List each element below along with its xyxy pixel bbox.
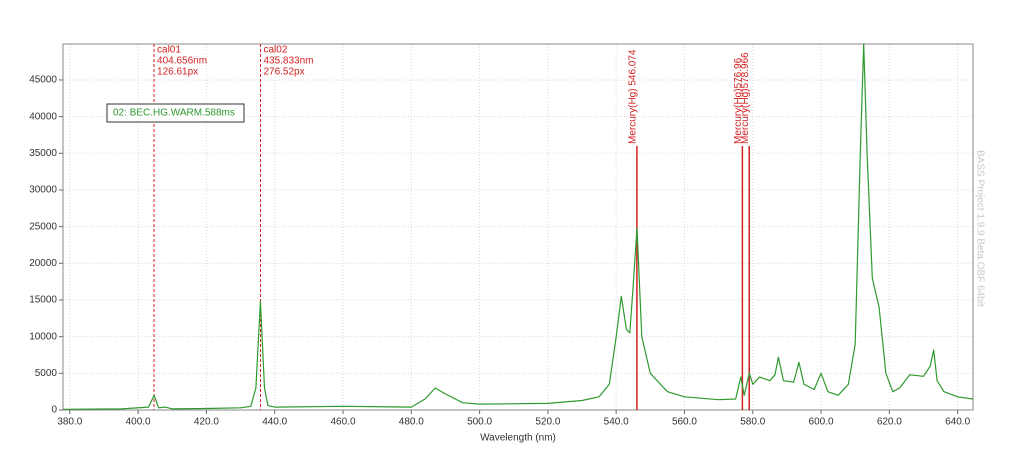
y-tick-label: 40000 — [29, 111, 57, 122]
x-tick-label: 480.0 — [399, 417, 424, 428]
calibration-label: 404.656nm — [157, 56, 207, 67]
x-tick-label: 440.0 — [262, 417, 287, 428]
legend-box — [106, 103, 245, 123]
x-tick-label: 380.0 — [57, 417, 82, 428]
calibration-label: cal01 — [157, 45, 181, 56]
x-tick-label: 520.0 — [535, 417, 560, 428]
reference-label: Mercury(Hg)578.966 — [740, 52, 751, 144]
spectrum-line — [62, 43, 974, 410]
y-tick-label: 45000 — [29, 75, 57, 86]
x-tick-label: 400.0 — [126, 417, 151, 428]
x-tick-label: 620.0 — [877, 417, 902, 428]
y-tick-label: 10000 — [29, 331, 57, 342]
y-tick-label: 35000 — [29, 148, 57, 159]
x-tick-label: 540.0 — [604, 417, 629, 428]
x-tick-label: 600.0 — [809, 417, 834, 428]
y-tick-label: 0 — [51, 405, 57, 416]
x-tick-label: 420.0 — [194, 417, 219, 428]
calibration-label: 126.61px — [157, 67, 198, 78]
x-axis-title: Wavelength (nm) — [480, 433, 556, 444]
y-tick-label: 5000 — [35, 368, 58, 379]
watermark: BASS Project 1.9.9 Beta OBF 64bit — [974, 150, 985, 307]
x-tick-label: 640.0 — [945, 417, 970, 428]
reference-label: Mercury(Hg)576.96 — [733, 57, 744, 144]
calibration-label: cal02 — [263, 45, 287, 56]
x-tick-label: 500.0 — [467, 417, 492, 428]
y-tick-label: 25000 — [29, 221, 57, 232]
calibration-label: 276.52px — [263, 67, 304, 78]
x-tick-label: 580.0 — [740, 417, 765, 428]
y-tick-label: 20000 — [29, 258, 57, 269]
calibration-label: 435.833nm — [263, 56, 313, 67]
y-tick-label: 30000 — [29, 185, 57, 196]
plot-frame — [62, 43, 974, 411]
x-tick-label: 460.0 — [330, 417, 355, 428]
legend-label: 02: BEC.HG.WARM.588ms — [113, 108, 235, 119]
y-tick-label: 15000 — [29, 295, 57, 306]
reference-label: Mercury(Hg) 546.074 — [628, 49, 639, 144]
x-tick-label: 560.0 — [672, 417, 697, 428]
